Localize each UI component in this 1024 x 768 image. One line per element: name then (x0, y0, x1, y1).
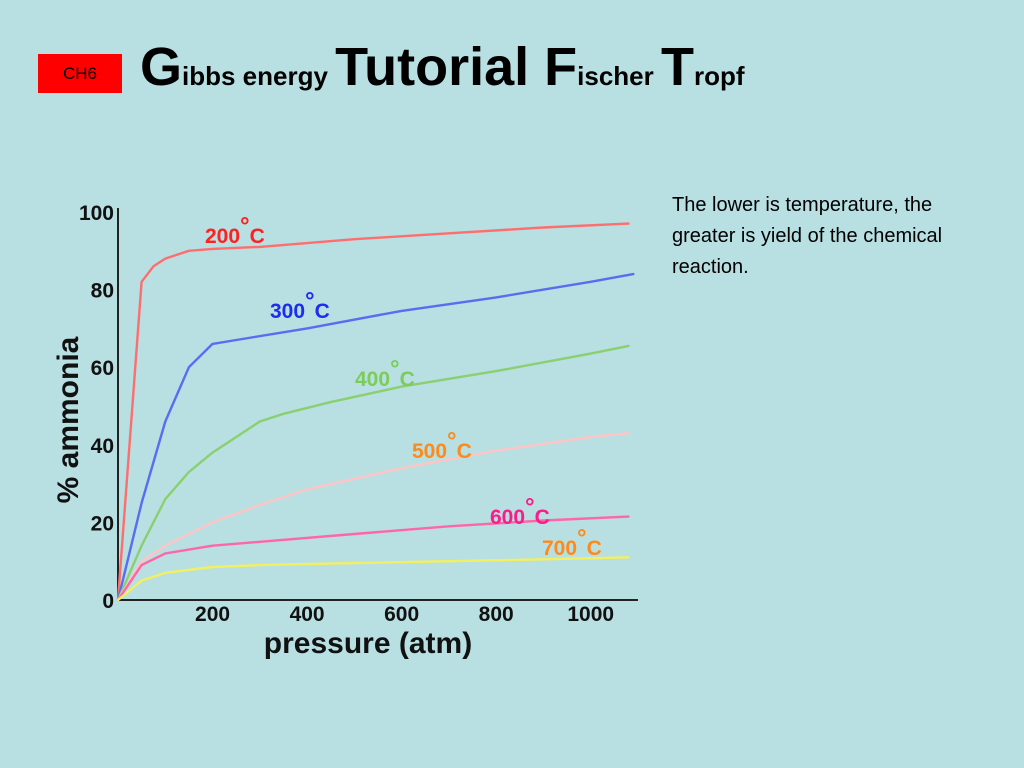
title-part-4: T (660, 37, 694, 97)
y-tick-label: 60 (91, 357, 114, 380)
x-tick-label: 200 (195, 603, 230, 626)
series-label-5: 700°C (542, 525, 602, 560)
series-line-4 (116, 515, 630, 602)
x-axis-title: pressure (atm) (264, 627, 472, 660)
series-label-2: 400°C (355, 356, 415, 391)
title-part-5: ropf (693, 61, 745, 91)
x-tick-label: 400 (290, 603, 325, 626)
series-line-5 (116, 556, 630, 602)
x-tick-label: 1000 (567, 603, 614, 626)
title-part-0: G (140, 37, 183, 97)
y-tick-label: 20 (91, 512, 114, 535)
explanation-text: The lower is temperature, the greater is… (672, 194, 943, 278)
y-tick-label: 40 (91, 435, 114, 458)
title-part-1: ibbs energy (182, 61, 336, 91)
x-tick-label: 800 (479, 603, 514, 626)
title-part-3: ischer (577, 61, 661, 91)
y-tick-label: 80 (91, 280, 114, 303)
y-tick-label: 100 (79, 202, 114, 225)
series-label-4: 600°C (490, 494, 550, 529)
x-tick-label: 600 (384, 603, 419, 626)
series-line-0 (116, 222, 630, 602)
series-label-1: 300°C (270, 288, 330, 323)
chapter-badge: CH6 (38, 54, 122, 93)
series-label-0: 200°C (205, 213, 265, 248)
y-tick-label: 0 (102, 590, 114, 613)
slide-title: Gibbs energy Tutorial Fischer Tropf (140, 40, 745, 110)
series-label-3: 500°C (412, 428, 472, 463)
series-line-2 (116, 344, 630, 602)
series-line-1 (116, 272, 635, 602)
y-axis-title: % ammonia (52, 336, 85, 503)
title-part-2: Tutorial F (335, 37, 578, 97)
series-line-3 (116, 432, 630, 602)
